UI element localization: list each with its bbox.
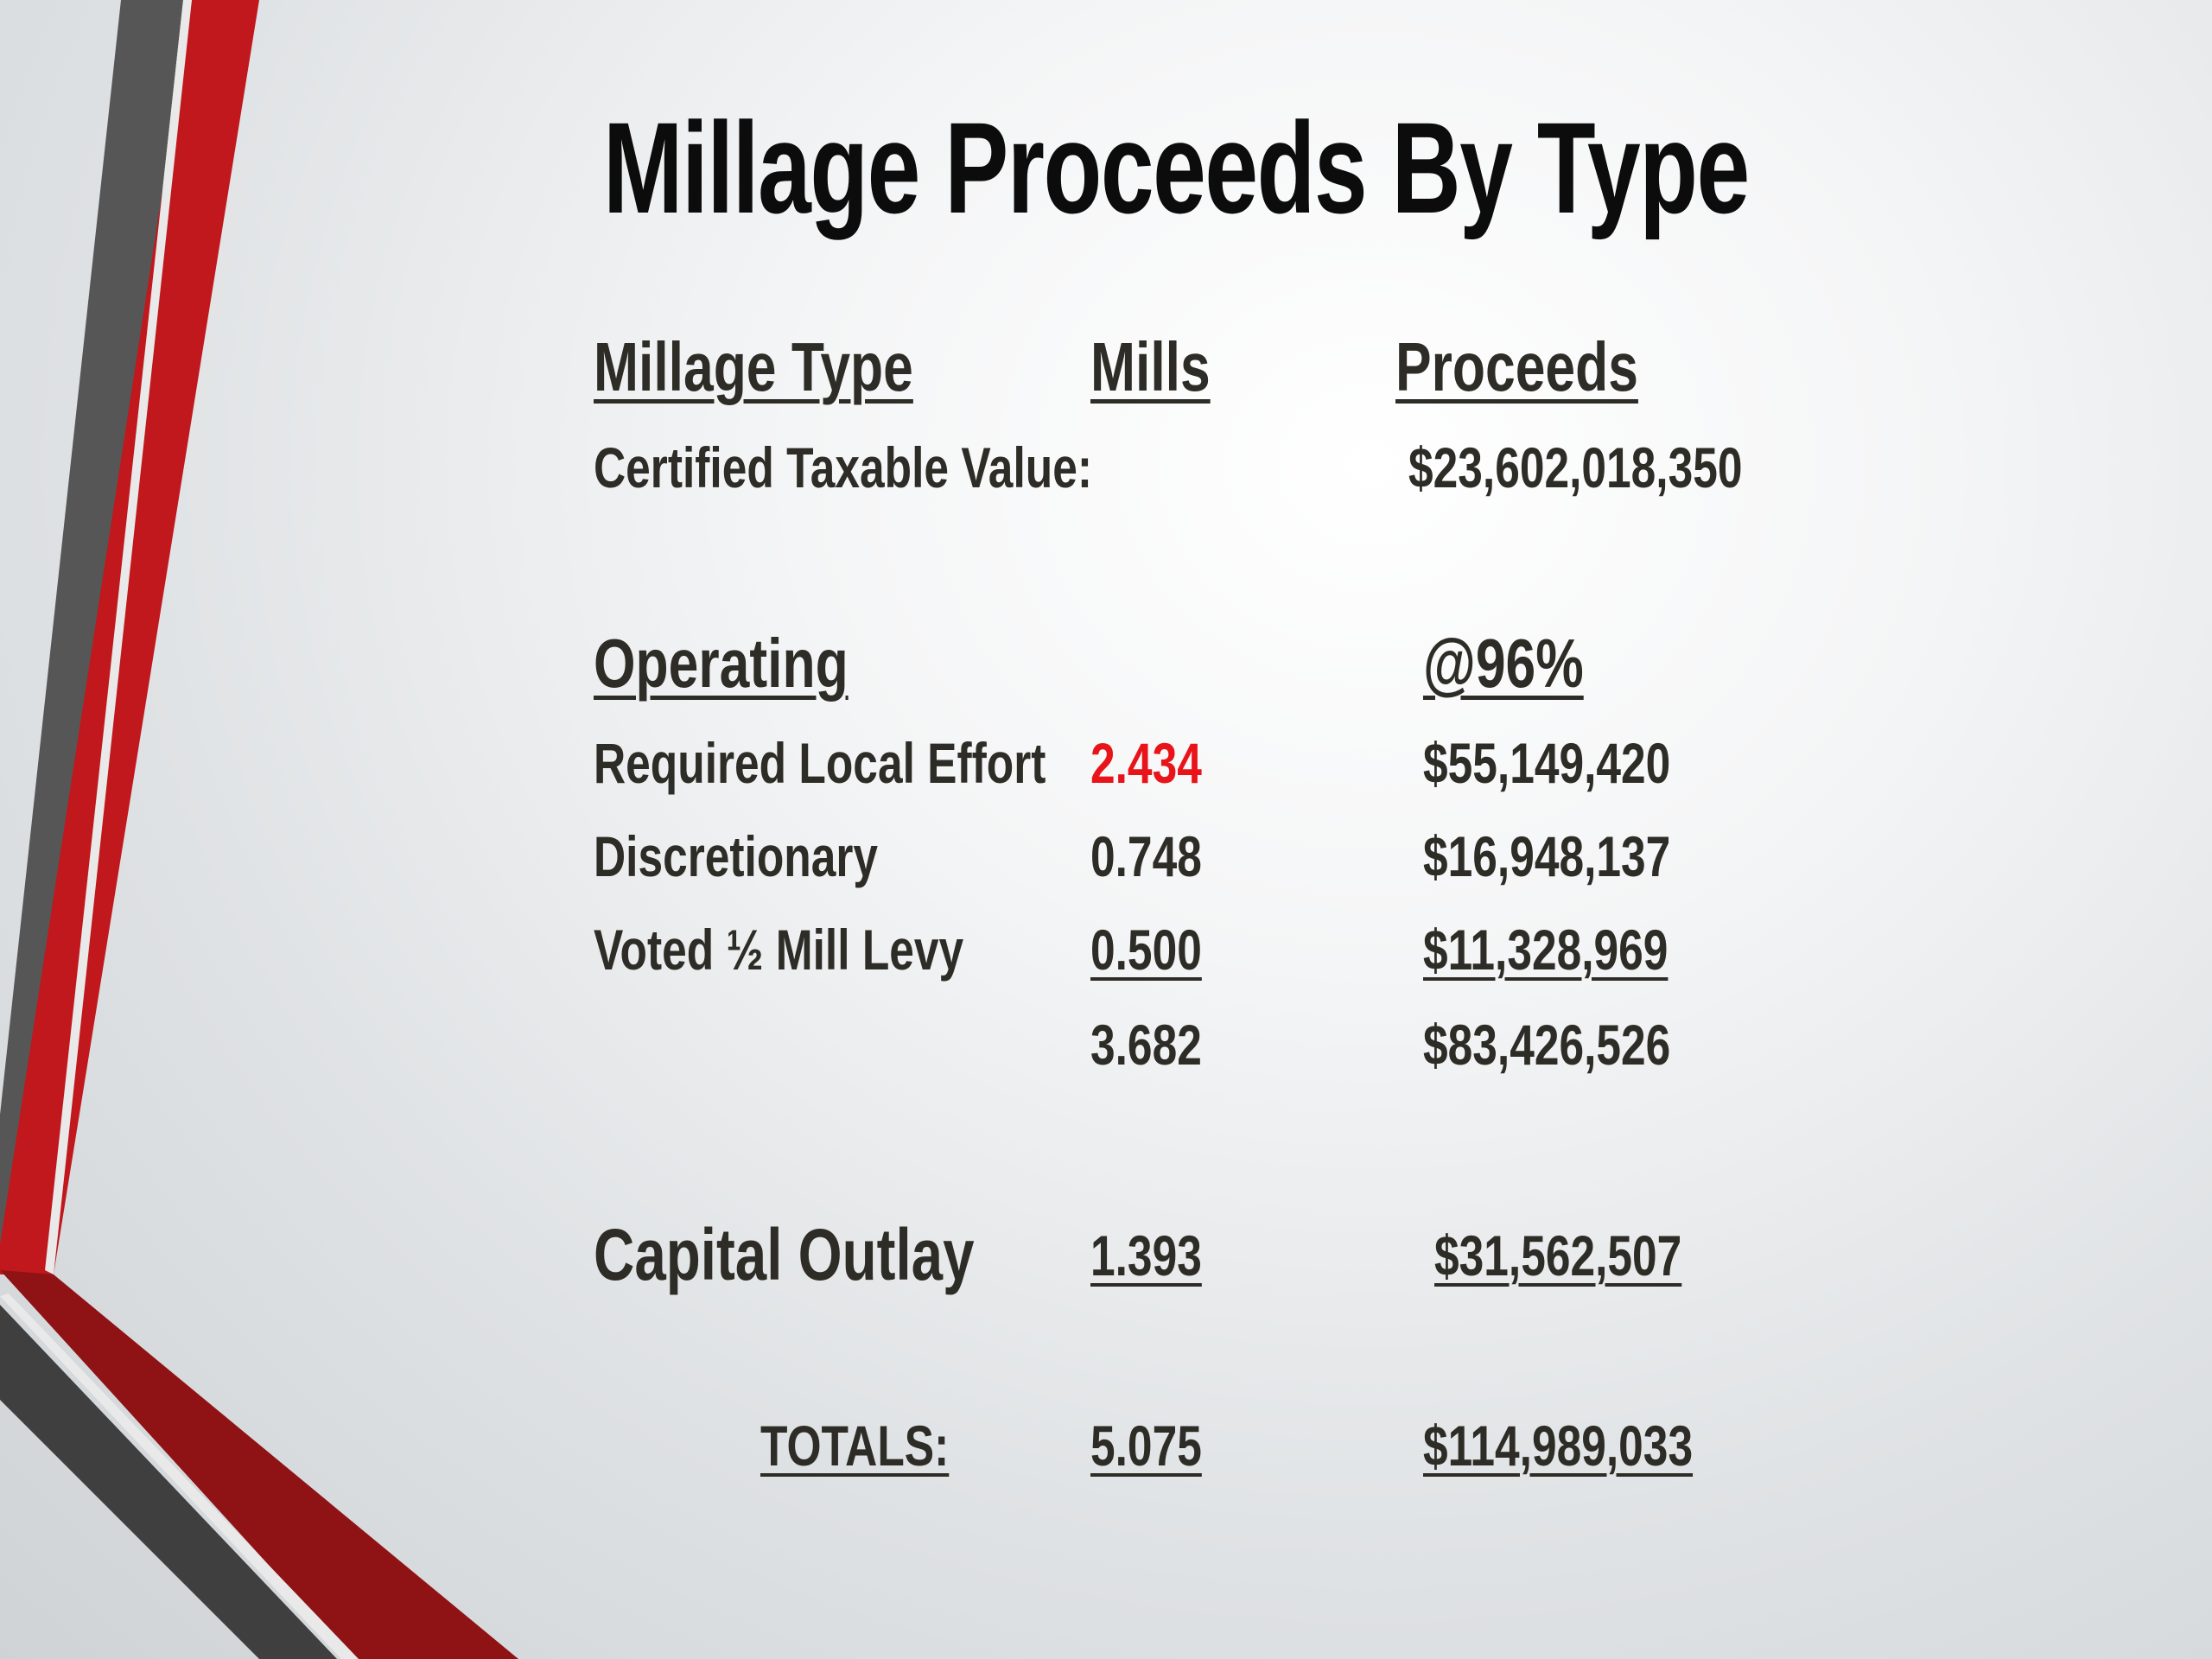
row-type-required-local-effort: Required Local Effort [594, 731, 1046, 795]
capital-outlay-mills: 1.393 [1090, 1224, 1202, 1287]
gray-stripe-bottom [0, 1305, 337, 1659]
header-mills: Mills [1090, 328, 1211, 405]
red-stripe-top [0, 0, 259, 1274]
totals-label: TOTALS: [760, 1414, 950, 1478]
capital-outlay-proceeds: $31,562,507 [1434, 1224, 1682, 1287]
totals-mills: 5.075 [1090, 1414, 1202, 1478]
row-type-discretionary: Discretionary [594, 824, 879, 888]
white-stripe-bottom [0, 1294, 359, 1659]
header-millage-type: Millage Type [594, 328, 913, 405]
operating-subtotal-mills: 3.682 [1090, 1013, 1202, 1077]
row-mills-discretionary: 0.748 [1090, 824, 1202, 888]
row-proceeds-discretionary: $16,948,137 [1423, 824, 1671, 888]
certified-taxable-value: $23,602,018,350 [1408, 435, 1743, 499]
row-mills-voted-levy: 0.500 [1090, 918, 1202, 982]
white-stripe-top [45, 0, 192, 1274]
red-stripe-bottom [0, 1270, 518, 1659]
certified-taxable-value-label: Certified Taxable Value: [594, 435, 1092, 499]
totals-proceeds: $114,989,033 [1423, 1414, 1694, 1478]
operating-heading: Operating [594, 625, 849, 702]
operating-rate-label: @96% [1423, 625, 1584, 702]
header-proceeds: Proceeds [1395, 328, 1638, 405]
capital-outlay-label: Capital Outlay [594, 1214, 975, 1295]
operating-subtotal-proceeds: $83,426,526 [1423, 1013, 1671, 1077]
row-proceeds-voted-levy: $11,328,969 [1423, 918, 1669, 982]
row-proceeds-required-local-effort: $55,149,420 [1423, 731, 1671, 795]
row-type-voted-levy: Voted ½ Mill Levy [594, 918, 964, 982]
row-mills-required-local-effort: 2.434 [1090, 731, 1202, 795]
slide-title: Millage Proceeds By Type [603, 95, 1750, 240]
